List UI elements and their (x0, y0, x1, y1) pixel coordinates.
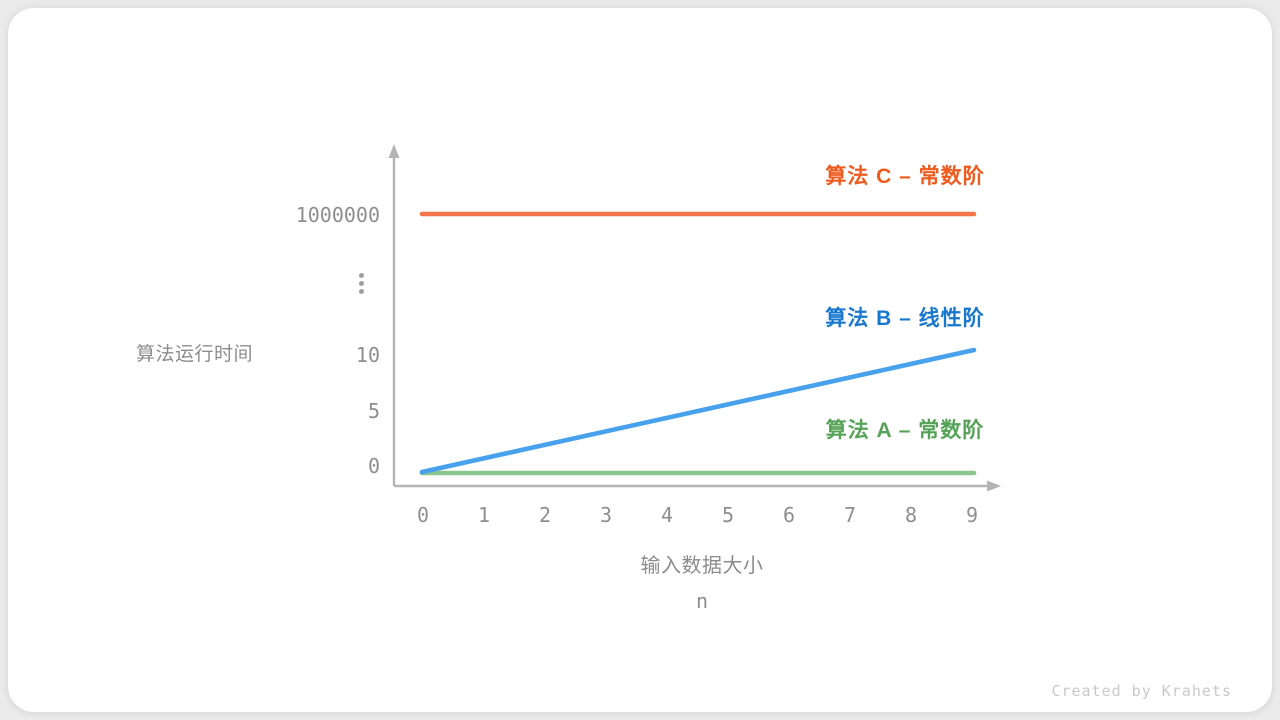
x-tick-5: 5 (721, 503, 735, 527)
y-axis-title: 算法运行时间 (136, 344, 254, 365)
x-tick-8: 8 (904, 503, 918, 527)
x-axis-arrow-icon (987, 480, 1001, 492)
y-axis-break-dots-icon (359, 273, 364, 294)
chart-canvas (388, 144, 1001, 492)
y-tick-1000000: 1000000 (295, 203, 380, 227)
x-tick-2: 2 (538, 503, 552, 527)
series-label-c: 算法 C – 常数阶 (825, 165, 985, 188)
x-tick-7: 7 (843, 503, 857, 527)
y-axis-arrow-icon (388, 144, 400, 158)
x-tick-9: 9 (965, 503, 979, 527)
x-axis (394, 480, 1001, 492)
series-label-b: 算法 B – 线性阶 (825, 307, 985, 330)
series-label-a: 算法 A – 常数阶 (825, 419, 985, 442)
y-tick-5: 5 (367, 399, 380, 423)
y-axis (388, 144, 400, 486)
x-tick-6: 6 (782, 503, 796, 527)
credit-text: Created by Krahets (1051, 682, 1232, 700)
series-line-b (419, 347, 977, 475)
y-tick-0: 0 (367, 454, 380, 478)
x-tick-0: 0 (416, 503, 430, 527)
y-tick-10: 10 (355, 343, 380, 367)
x-axis-title: 输入数据大小 (640, 555, 764, 577)
x-tick-3: 3 (599, 503, 613, 527)
x-tick-1: 1 (477, 503, 491, 527)
x-tick-4: 4 (660, 503, 674, 527)
figure-card: 算法运行时间 1000000 10 5 0 0 1 2 3 4 5 6 7 8 … (8, 8, 1272, 712)
x-axis-title-variable: n (695, 589, 709, 613)
